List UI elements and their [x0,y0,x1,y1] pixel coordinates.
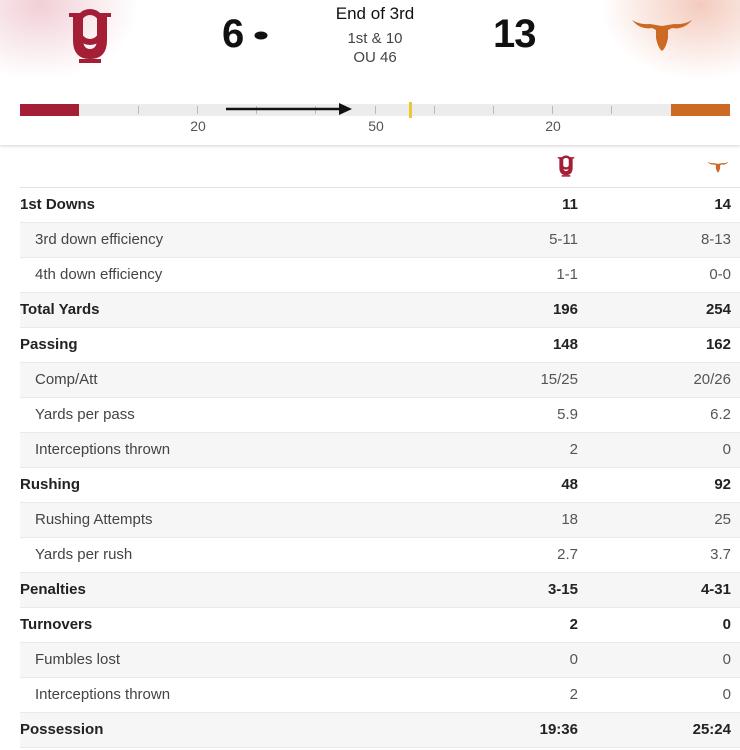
ou-stat-value: 2.7 [557,546,578,563]
yard-tick [611,106,612,114]
stats-rows: 1st Downs 11 14 3rd down efficiency 5-11 8-13… [20,188,740,748]
stat-row: 1st Downs 11 14 [20,188,740,223]
stat-label: Penalties [20,581,86,598]
ou-stat-value: 5-11 [549,231,578,248]
stat-row: Yards per pass 5.9 6.2 [20,398,740,433]
yard-label-20-away: 20 [545,118,561,134]
ou-stat-value: 15/25 [540,371,578,388]
texas-stat-value: 6.2 [710,406,731,423]
ou-column-logo-icon [557,155,575,177]
stat-label: Yards per rush [35,546,133,563]
yard-label-50: 50 [368,118,384,134]
stat-row: Penalties 3-15 4-31 [20,573,740,608]
texas-stat-value: 92 [714,476,731,493]
texas-stat-value: 25 [714,511,731,528]
stat-row: Total Yards 196 254 [20,293,740,328]
texas-stat-value: 0 [722,651,731,668]
stat-label: Total Yards [20,301,100,318]
texas-stat-value: 4-31 [700,581,731,598]
football-icon [254,31,268,40]
stat-row: Yards per rush 2.7 3.7 [20,538,740,573]
stat-label: Fumbles lost [35,651,121,668]
yard-tick [552,106,553,114]
field-position-bar [20,102,730,118]
ou-stat-value: 148 [552,336,578,353]
texas-stat-value: 0-0 [709,266,731,283]
away-score: 13 [493,12,536,56]
ou-stat-value: 19:36 [539,721,578,738]
texas-stat-value: 14 [714,196,731,213]
stat-label: 4th down efficiency [35,266,163,283]
stat-label: 3rd down efficiency [35,231,164,248]
stat-row: Possession 19:36 25:24 [20,713,740,748]
stat-label: Yards per pass [35,406,135,423]
longhorn-logo-icon[interactable] [632,18,692,52]
ou-stat-value: 196 [552,301,578,318]
texas-stat-value: 3.7 [710,546,731,563]
texas-stat-value: 20/26 [693,371,731,388]
stat-label: Possession [20,721,104,738]
drive-arrow-icon [226,103,352,115]
stat-row: Turnovers 2 0 [20,608,740,643]
home-score: 6 [222,12,244,56]
stat-row: Comp/Att 15/25 20/26 [20,363,740,398]
ou-logo-icon[interactable] [67,9,113,65]
ou-stat-value: 1-1 [556,266,578,283]
ou-stat-value: 48 [561,476,578,493]
down-and-distance: 1st & 10 [347,30,403,47]
texas-stat-value: 0 [722,686,731,703]
stat-label: Interceptions thrown [35,686,171,703]
stat-row: Interceptions thrown 2 0 [20,433,740,468]
ou-stat-value: 11 [562,196,578,213]
ou-stat-value: 3-15 [547,581,578,598]
yard-tick [375,106,376,114]
stat-row: Rushing Attempts 18 25 [20,503,740,538]
texas-stat-value: 0 [722,441,731,458]
stats-table-header [20,145,740,188]
stat-row: Passing 148 162 [20,328,740,363]
stat-label: Turnovers [20,616,93,633]
stat-row: 3rd down efficiency 5-11 8-13 [20,223,740,258]
ou-stat-value: 2 [569,686,578,703]
ou-stat-value: 2 [569,616,578,633]
stat-label: Passing [20,336,78,353]
stat-row: 4th down efficiency 1-1 0-0 [20,258,740,293]
texas-stat-value: 254 [705,301,731,318]
stat-row: Rushing 48 92 [20,468,740,503]
stat-label: Comp/Att [35,371,98,388]
stat-label: 1st Downs [20,196,96,213]
away-endzone [671,104,730,116]
yard-tick [138,106,139,114]
texas-stat-value: 8-13 [700,231,731,248]
yard-tick [434,106,435,114]
home-endzone [20,104,79,116]
ou-stat-value: 0 [569,651,578,668]
stat-label: Rushing [20,476,80,493]
ou-stat-value: 2 [569,441,578,458]
stat-label: Rushing Attempts [35,511,153,528]
ou-stat-value: 5.9 [557,406,578,423]
texas-stat-value: 162 [705,336,731,353]
team-stats-table: 1st Downs 11 14 3rd down efficiency 5-11 8-13… [20,145,740,748]
longhorn-column-logo-icon [707,161,729,173]
ball-spot: OU 46 [353,49,397,66]
stat-label: Interceptions thrown [35,441,171,458]
game-period: End of 3rd [335,4,415,23]
away-team-glow [600,0,740,80]
yard-tick [493,106,494,114]
texas-stat-value: 0 [722,616,731,633]
line-of-scrimmage-marker [409,102,412,118]
yard-label-20-home: 20 [190,118,206,134]
scoreboard-header: 6 End of 3rd 1st & 10 OU 46 13 20 50 20 [0,0,740,145]
stat-row: Fumbles lost 0 0 [20,643,740,678]
texas-stat-value: 25:24 [692,721,731,738]
yard-tick [197,106,198,114]
ou-stat-value: 18 [561,511,578,528]
stat-row: Interceptions thrown 2 0 [20,678,740,713]
